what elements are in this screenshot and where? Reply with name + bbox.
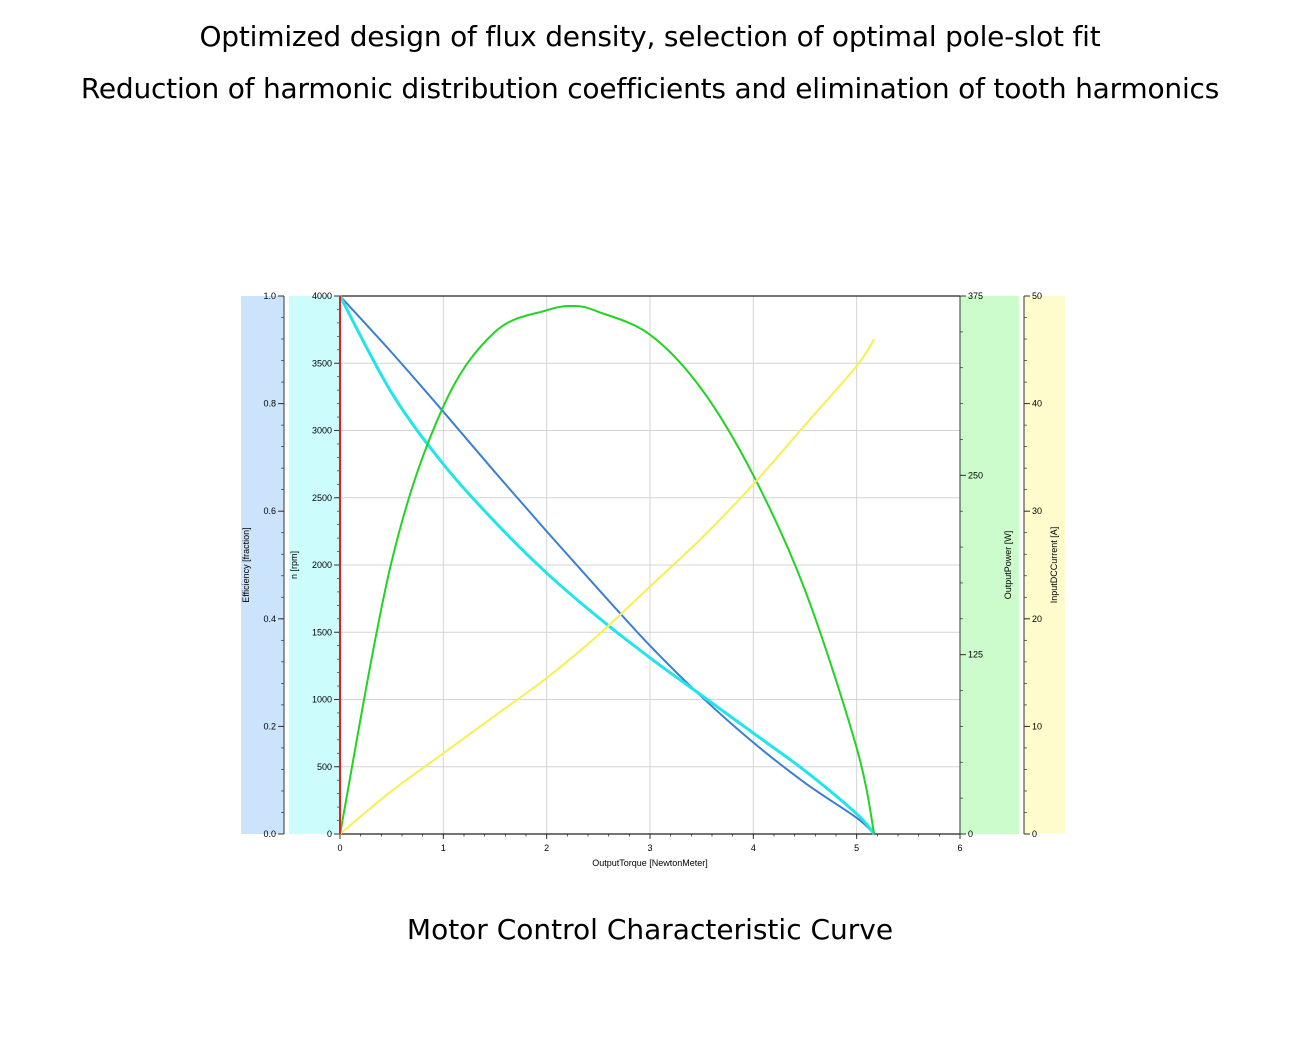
series-line-speed-0 — [339, 295, 875, 835]
y-tick-label-efficiency: 0.4 — [263, 614, 276, 624]
y-tick-label-efficiency: 0.8 — [263, 399, 276, 409]
headline-line-1: Optimized design of flux density, select… — [199, 20, 1101, 53]
axis-band-speed — [289, 296, 340, 834]
x-tick-label: 2 — [544, 843, 549, 853]
headline-line-2: Reduction of harmonic distribution coeff… — [80, 72, 1220, 105]
y-tick-label-speed: 2000 — [312, 560, 332, 570]
axis-band-efficiency — [241, 296, 284, 834]
y-axis-title-power: OutputPower [W] — [1003, 531, 1013, 600]
chart-caption: Motor Control Characteristic Curve — [406, 913, 894, 946]
y-tick-label-current: 0 — [1032, 829, 1037, 839]
y-tick-label-current: 30 — [1032, 506, 1042, 516]
y-tick-label-efficiency: 0.6 — [263, 506, 276, 516]
y-tick-label-efficiency: 0.0 — [263, 829, 276, 839]
y-tick-label-speed: 1500 — [312, 627, 332, 637]
axis-bands — [241, 296, 1065, 834]
y-axis-title-current: InputDCCurrent [A] — [1049, 527, 1059, 604]
y-tick-label-speed: 500 — [317, 762, 332, 772]
y-tick-label-efficiency: 0.2 — [263, 721, 276, 731]
y-tick-label-current: 40 — [1032, 399, 1042, 409]
y-tick-label-speed: 2500 — [312, 493, 332, 503]
y-tick-label-current: 20 — [1032, 614, 1042, 624]
y-tick-label-power: 250 — [968, 470, 983, 480]
x-tick-label: 5 — [854, 843, 859, 853]
y-tick-label-speed: 4000 — [312, 291, 332, 301]
axis-band-current — [1024, 296, 1065, 834]
y-tick-label-current: 50 — [1032, 291, 1042, 301]
y-tick-label-speed: 3500 — [312, 358, 332, 368]
y-tick-label-power: 0 — [968, 829, 973, 839]
x-tick-label: 0 — [337, 843, 342, 853]
x-tick-label: 4 — [751, 843, 756, 853]
x-tick-label: 3 — [647, 843, 652, 853]
x-tick-label: 6 — [957, 843, 962, 853]
x-axis-title: OutputTorque [NewtonMeter] — [592, 858, 708, 868]
y-axis-title-speed: n [rpm] — [289, 551, 299, 579]
y-tick-label-speed: 0 — [327, 829, 332, 839]
series-line-speed-1 — [338, 295, 876, 835]
series-line-current-3 — [339, 338, 876, 835]
y-tick-label-power: 375 — [968, 291, 983, 301]
y-tick-label-power: 125 — [968, 650, 983, 660]
series-line-power-2 — [339, 304, 876, 835]
y-tick-label-efficiency: 1.0 — [263, 291, 276, 301]
chart-grid — [340, 295, 960, 834]
y-tick-label-speed: 1000 — [312, 695, 332, 705]
x-tick-label: 1 — [441, 843, 446, 853]
chart-series — [338, 295, 876, 835]
y-tick-label-current: 10 — [1032, 721, 1042, 731]
y-tick-label-speed: 3000 — [312, 426, 332, 436]
axis-band-power — [960, 296, 1019, 834]
y-axis-title-efficiency: Efficiency [fraction] — [241, 527, 251, 602]
